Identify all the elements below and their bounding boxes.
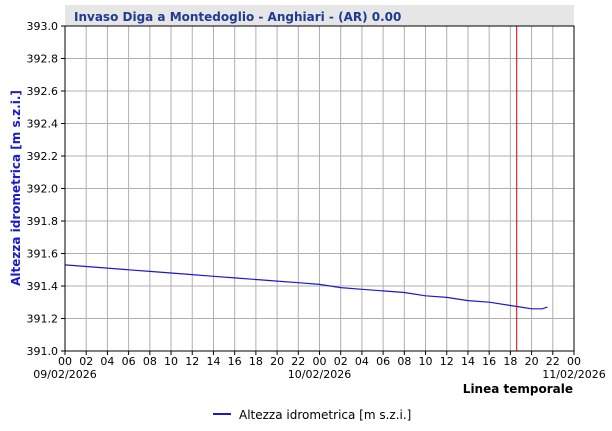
x-tick-label: 02 <box>79 355 93 368</box>
x-tick-label: 20 <box>270 355 284 368</box>
title-band <box>65 5 574 26</box>
x-tick-label: 06 <box>376 355 390 368</box>
x-tick-label: 20 <box>525 355 539 368</box>
y-axis-label: Altezza idrometrica [m s.z.i.] <box>9 90 23 286</box>
series-line <box>64 264 548 310</box>
x-tick-label: 10 <box>164 355 178 368</box>
x-tick-label: 22 <box>291 355 305 368</box>
x-tick-label: 14 <box>461 355 475 368</box>
y-tick-label: 391.8 <box>27 215 59 228</box>
x-tick-label: 08 <box>397 355 411 368</box>
y-tick-label: 392.8 <box>27 53 59 66</box>
x-tick-label: 00 <box>567 355 581 368</box>
y-tick-label: 393.0 <box>27 20 59 33</box>
legend-label: Altezza idrometrica [m s.z.i.] <box>239 408 411 422</box>
x-tick-label: 08 <box>143 355 157 368</box>
x-tick-label: 14 <box>206 355 220 368</box>
chart-title: Invaso Diga a Montedoglio - Anghiari - (… <box>74 10 401 24</box>
x-tick-label: 18 <box>503 355 517 368</box>
y-tick-label: 392.4 <box>27 118 59 131</box>
x-tick-label: 12 <box>440 355 454 368</box>
x-tick-label: 04 <box>355 355 369 368</box>
date-labels: 09/02/2026 10/02/2026 11/02/2026 <box>33 368 605 381</box>
legend: Altezza idrometrica [m s.z.i.] <box>213 408 411 422</box>
x-tick-label: 00 <box>58 355 72 368</box>
y-tick-label: 392.2 <box>27 150 59 163</box>
x-tick-label: 22 <box>546 355 560 368</box>
series-group <box>64 264 548 310</box>
x-axis-label: Linea temporale <box>463 382 573 396</box>
x-tick-label: 18 <box>249 355 263 368</box>
x-tick-label: 16 <box>228 355 242 368</box>
y-tick-label: 391.4 <box>27 280 59 293</box>
x-tick-label: 10 <box>419 355 433 368</box>
y-tick-label: 391.2 <box>27 313 59 326</box>
x-tick-label: 16 <box>482 355 496 368</box>
y-tick-label: 392.6 <box>27 85 59 98</box>
date-label: 11/02/2026 <box>542 368 605 381</box>
y-axis: 391.0 391.2 391.4 391.6 391.8 392.0 392.2 392.4… <box>27 20 65 358</box>
x-tick-label: 12 <box>185 355 199 368</box>
x-tick-label: 04 <box>100 355 114 368</box>
x-axis: 00 02 04 06 08 10 12 14 16 18 20 22 00 02 04 06 08 10 12 14… <box>58 351 581 368</box>
y-tick-label: 392.0 <box>27 183 59 196</box>
y-tick-label: 391.6 <box>27 248 59 261</box>
x-tick-label: 06 <box>122 355 136 368</box>
date-label: 09/02/2026 <box>33 368 96 381</box>
x-tick-label: 00 <box>313 355 327 368</box>
grid <box>65 26 574 351</box>
y-tick-label: 391.0 <box>27 345 59 358</box>
date-label: 10/02/2026 <box>288 368 351 381</box>
x-tick-label: 02 <box>334 355 348 368</box>
